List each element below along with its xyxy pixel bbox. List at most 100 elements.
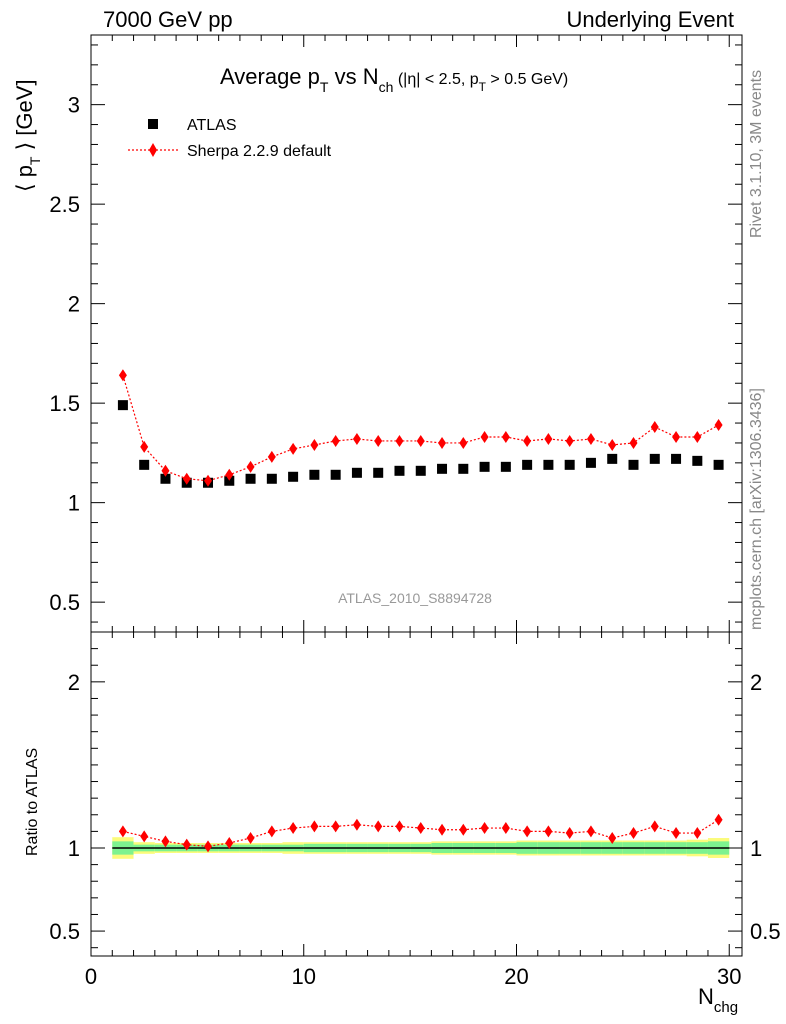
sherpa-point [118,369,127,382]
sherpa-point [352,432,361,445]
atlas-point [351,467,362,478]
sherpa-ratio-point [480,822,489,835]
sherpa-point [565,434,574,447]
sherpa-ratio-point [204,840,213,853]
sherpa-ratio-point [544,825,553,838]
atlas-point [139,459,150,470]
x-tick-label: 10 [292,964,316,989]
sherpa-point [416,434,425,447]
x-tick-label: 20 [504,964,528,989]
ratio-y-axis-label: Ratio to ATLAS [24,748,41,856]
atlas-point [479,461,490,472]
ratio-axes: 0 10 20 30 0.5 0.5 1 1 2 2 [49,631,781,989]
beam-label: 7000 GeV pp [103,7,233,32]
ratio-frame [90,631,743,957]
atlas-point [607,453,618,464]
atlas-point [564,459,575,470]
sherpa-point [267,450,276,463]
atlas-point [437,463,448,474]
sherpa-point [246,460,255,473]
sherpa-ratio-point [672,827,681,840]
main-axes: 0.5 1 1.5 2 2.5 3 [49,34,743,633]
sherpa-ratio-point [608,832,617,845]
chart-title: Average pT vs Nch (|η| < 2.5, pT > 0.5 G… [220,64,568,95]
ratio-y-tick-label: 0.5 [49,919,80,944]
atlas-point [288,471,299,482]
sherpa-ratio-point [225,837,234,850]
sherpa-ratio-point [586,825,595,838]
atlas-point [117,400,128,411]
ratio-y-tick-label: 1 [68,836,80,861]
sherpa-ratio-point [416,822,425,835]
sherpa-ratio-point [395,820,404,833]
sherpa-ratio-point [374,820,383,833]
sherpa-ratio-point [650,820,659,833]
sherpa-ratio-point [161,835,170,848]
legend-marker-atlas [148,119,158,129]
sherpa-ratio-point [289,822,298,835]
sherpa-ratio-point [118,825,127,838]
atlas-point [522,459,533,470]
atlas-point [692,455,703,466]
sherpa-point [672,430,681,443]
atlas-point [160,473,171,484]
sherpa-ratio-point [629,827,638,840]
atlas-point [649,453,660,464]
sherpa-ratio-point [714,813,723,826]
sherpa-point [225,468,234,481]
atlas-point [628,459,639,470]
sherpa-point [459,436,468,449]
sherpa-point [523,434,532,447]
sherpa-point [331,434,340,447]
sherpa-ratio-point [438,823,447,836]
y-tick-label: 1.5 [49,391,80,416]
sherpa-point [650,421,659,434]
legend-marker-sherpa [149,143,157,157]
process-label: Underlying Event [566,7,734,32]
y-tick-label: 3 [68,93,80,118]
sherpa-point [395,434,404,447]
atlas-point [543,459,554,470]
x-tick-label: 0 [85,964,97,989]
y-tick-label: 2 [68,292,80,317]
sherpa-point [289,442,298,455]
analysis-label: ATLAS_2010_S8894728 [338,590,492,606]
atlas-point [500,461,511,472]
atlas-point [671,453,682,464]
sherpa-point [182,472,191,485]
sherpa-point [438,436,447,449]
sherpa-point [714,419,723,432]
ratio-y-tick-label-right: 0.5 [750,919,781,944]
legend: ATLAS Sherpa 2.2.9 default [128,117,332,160]
atlas-point [309,469,320,480]
sherpa-point [501,430,510,443]
y-tick-label: 0.5 [49,590,80,615]
atlas-point [394,465,405,476]
sherpa-point [629,436,638,449]
sherpa-point [310,438,319,451]
ratio-y-tick-label: 2 [68,670,80,695]
sherpa-ratio-point [565,827,574,840]
y-tick-label: 1 [68,491,80,516]
atlas-point [266,473,277,484]
sherpa-ratio-point [310,820,319,833]
sherpa-point [204,474,213,487]
sherpa-ratio-point [267,825,276,838]
sherpa-point [480,430,489,443]
ratio-y-tick-label-right: 2 [750,670,762,695]
sherpa-ratio-point [331,820,340,833]
sherpa-point [374,434,383,447]
atlas-point [245,473,256,484]
sherpa-ratio-point [352,818,361,831]
sherpa-line [122,375,719,482]
ratio-y-tick-label-right: 1 [750,836,762,861]
sherpa-ratio-point [182,838,191,851]
legend-label-atlas: ATLAS [187,117,237,134]
sherpa-ratio-point [501,822,510,835]
sherpa-point [586,432,595,445]
sherpa-ratio-point [523,825,532,838]
atlas-point [585,457,596,468]
sherpa-ratio-point [693,827,702,840]
legend-label-sherpa: Sherpa 2.2.9 default [187,143,332,160]
